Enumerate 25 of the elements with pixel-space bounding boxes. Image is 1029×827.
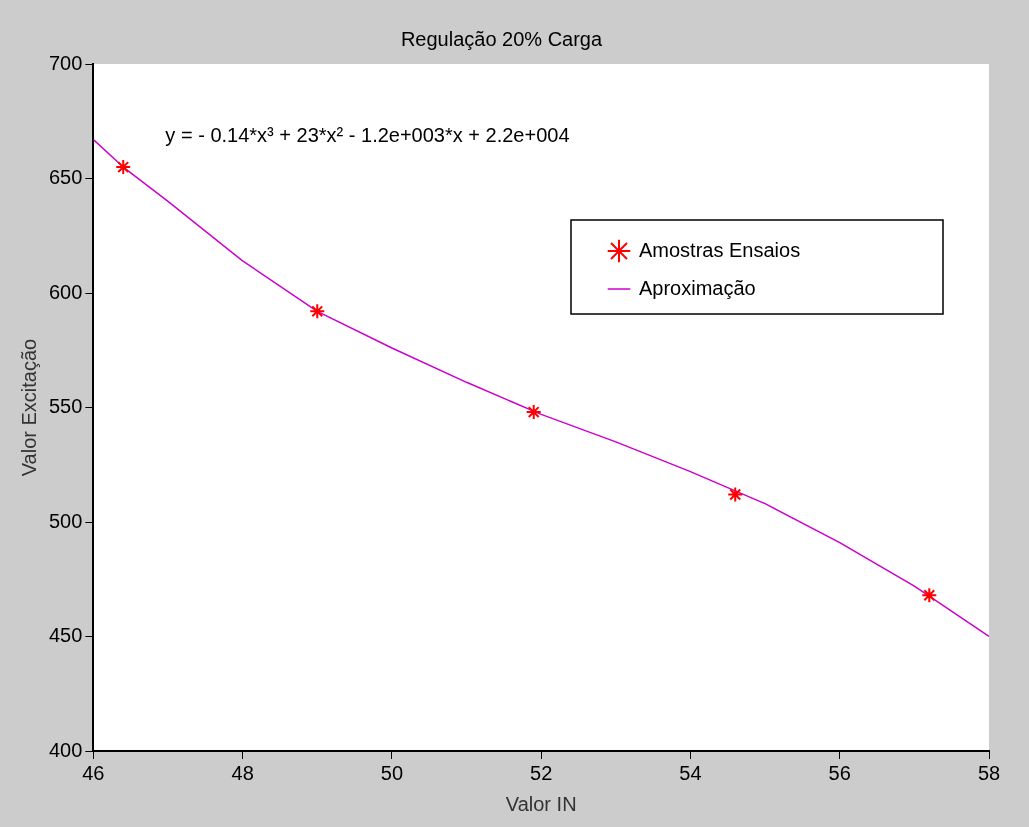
x-axis-title: Valor IN: [505, 792, 577, 815]
point: [921, 587, 938, 604]
y-tick-label: 450: [48, 624, 83, 647]
x-tick-label: 46: [82, 761, 105, 784]
legend-label: Aproximação: [639, 276, 756, 299]
y-tick-label: 600: [48, 280, 83, 303]
point: [115, 159, 132, 176]
y-axis-title: Valor Excitação: [17, 338, 40, 477]
chart-title: Regulação 20% Carga: [400, 27, 603, 50]
x-tick-label: 50: [380, 761, 404, 784]
legend-label: Amostras Ensaios: [639, 238, 801, 261]
y-tick-label: 650: [48, 166, 83, 189]
x-tick-label: 52: [530, 761, 553, 784]
y-tick-label: 550: [48, 395, 83, 418]
y-tick-label: 700: [48, 51, 83, 74]
y-tick-label: 400: [48, 738, 83, 761]
x-tick-label: 58: [977, 761, 1001, 784]
annotation: y = - 0.14*x³ + 23*x² - 1.2e+003*x + 2.2e+004: [165, 123, 570, 146]
x-tick-label: 54: [679, 761, 702, 784]
y-tick-label: 500: [48, 509, 83, 532]
point: [525, 404, 542, 421]
x-tick-label: 56: [828, 761, 851, 784]
point: [309, 303, 326, 320]
x-tick-label: 48: [231, 761, 254, 784]
point: [727, 486, 744, 503]
